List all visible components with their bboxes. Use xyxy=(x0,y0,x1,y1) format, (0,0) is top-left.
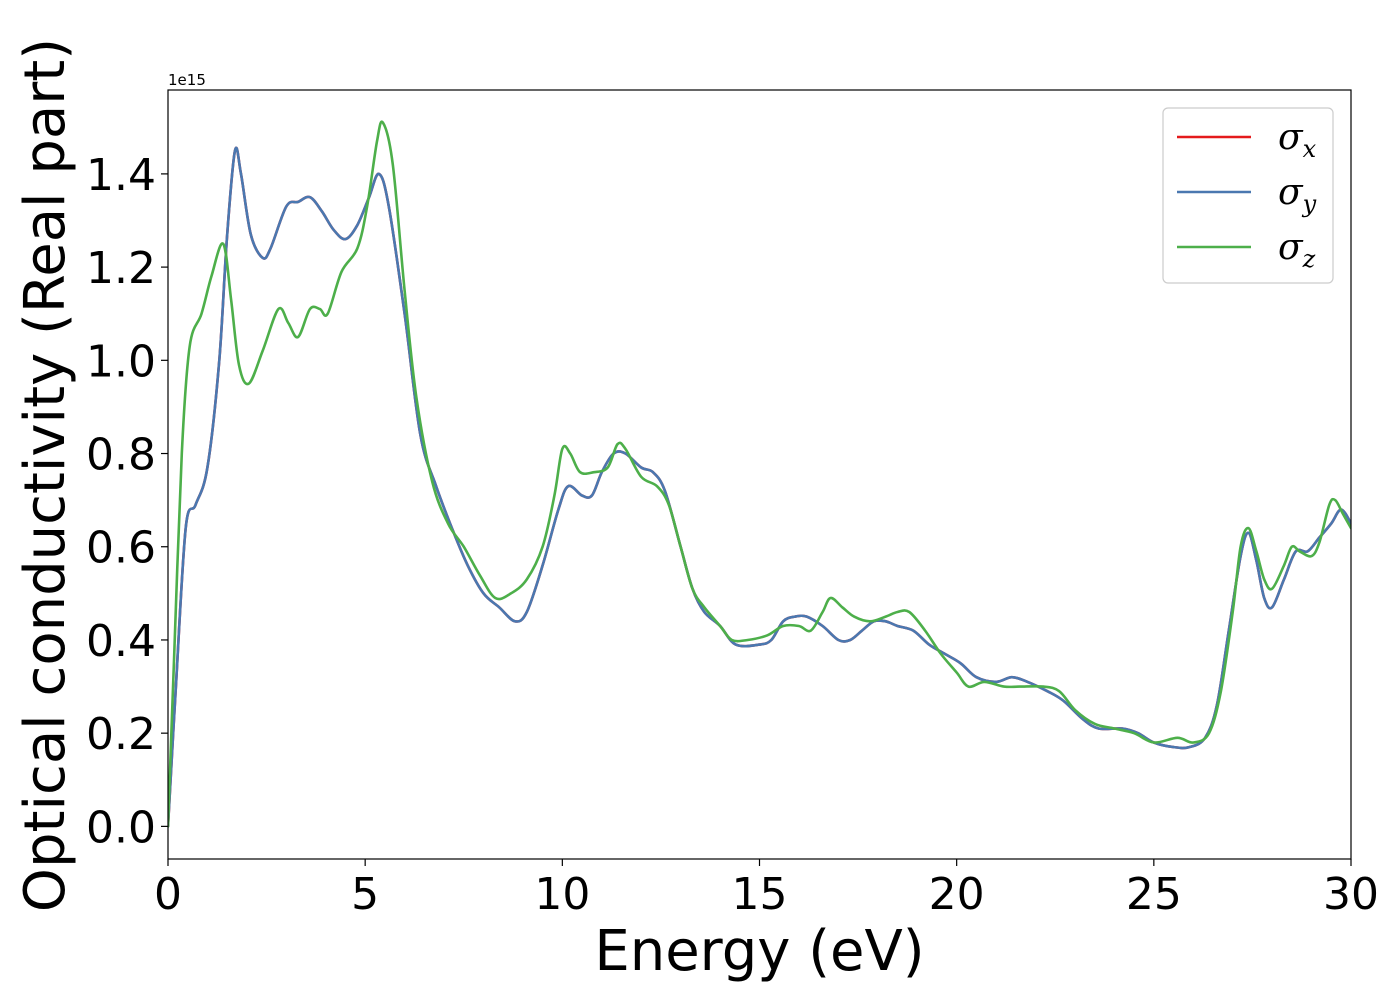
series-line-z xyxy=(168,120,1351,828)
y-axis: 0.0 0.2 0.4 0.6 0.8 1.0 1.2 1.4 xyxy=(86,150,168,853)
y-tick-label: 0.4 xyxy=(86,616,156,667)
legend-symbol: σ xyxy=(1278,172,1304,213)
x-tick-label: 0 xyxy=(154,869,182,920)
legend-symbol: σ xyxy=(1278,227,1304,268)
x-axis-title: Energy (eV) xyxy=(594,919,924,984)
legend-subscript: x xyxy=(1303,135,1317,163)
x-tick-label: 25 xyxy=(1126,869,1182,920)
x-tick-label: 10 xyxy=(534,869,590,920)
y-tick-label: 0.2 xyxy=(86,709,156,760)
y-tick-label: 0.6 xyxy=(86,523,156,574)
y-tick-label: 1.4 xyxy=(86,150,156,201)
y-axis-title: Optical conductivity (Real part) xyxy=(13,38,78,912)
legend-label-y: σy xyxy=(1278,172,1317,218)
x-axis: 0 5 10 15 20 25 30 xyxy=(154,859,1379,920)
y-tick-label: 0.0 xyxy=(86,802,156,853)
x-tick-label: 15 xyxy=(732,869,788,920)
y-tick-label: 1.0 xyxy=(86,336,156,387)
legend-subscript: y xyxy=(1302,190,1317,218)
y-tick-label: 1.2 xyxy=(86,243,156,294)
series-layer xyxy=(168,120,1351,828)
legend-label-z: σz xyxy=(1278,227,1316,273)
legend-subscript: z xyxy=(1302,245,1316,273)
y-tick-label: 0.8 xyxy=(86,430,156,481)
legend-symbol: σ xyxy=(1278,117,1304,158)
legend-frame xyxy=(1162,107,1334,284)
series-line-y xyxy=(168,146,1351,828)
y-offset-label: 1e15 xyxy=(168,71,206,89)
x-tick-label: 5 xyxy=(351,869,379,920)
legend-label-x: σx xyxy=(1278,117,1317,163)
x-tick-label: 20 xyxy=(929,869,985,920)
x-tick-label: 30 xyxy=(1323,869,1379,920)
